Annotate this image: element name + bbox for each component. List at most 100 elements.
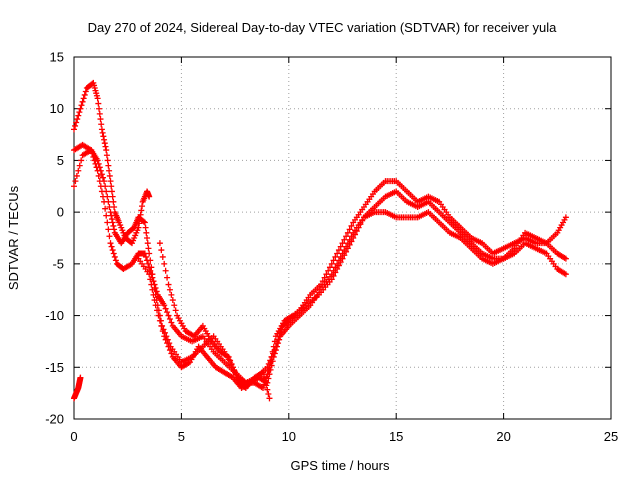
data-point bbox=[337, 243, 344, 250]
data-point bbox=[339, 240, 346, 247]
data-point bbox=[102, 143, 109, 150]
data-point bbox=[164, 340, 171, 347]
data-point bbox=[144, 257, 151, 264]
data-point bbox=[168, 350, 175, 357]
data-point bbox=[275, 340, 282, 347]
data-point bbox=[108, 183, 115, 190]
data-point bbox=[101, 136, 108, 143]
data-point bbox=[343, 248, 350, 255]
data-point bbox=[171, 302, 178, 309]
data-point bbox=[105, 226, 112, 233]
data-point bbox=[229, 364, 236, 371]
data-point bbox=[265, 391, 272, 398]
data-point bbox=[231, 367, 238, 374]
data-point bbox=[276, 336, 283, 343]
data-point bbox=[141, 219, 148, 226]
y-axis-label: SDTVAR / TECUs bbox=[6, 185, 21, 290]
data-point bbox=[262, 378, 269, 385]
data-point bbox=[264, 371, 271, 378]
data-point bbox=[105, 162, 112, 169]
data-point bbox=[94, 167, 101, 174]
data-point bbox=[350, 235, 357, 241]
data-point bbox=[144, 240, 151, 247]
data-point bbox=[227, 357, 234, 364]
data-point bbox=[168, 291, 175, 298]
data-point bbox=[168, 319, 175, 326]
data-point bbox=[332, 269, 339, 276]
data-point bbox=[141, 250, 148, 257]
y-tick-label: -15 bbox=[45, 360, 64, 375]
x-tick-label: 5 bbox=[178, 429, 185, 444]
data-point bbox=[153, 288, 160, 295]
data-point bbox=[166, 286, 173, 293]
data-point bbox=[270, 343, 277, 350]
data-point bbox=[261, 381, 268, 388]
data-point bbox=[96, 110, 103, 117]
data-point bbox=[107, 209, 114, 216]
data-point bbox=[150, 278, 157, 285]
data-point bbox=[334, 266, 341, 273]
data-point bbox=[96, 178, 103, 185]
data-point bbox=[76, 162, 83, 169]
data-point bbox=[94, 95, 101, 102]
data-point bbox=[562, 214, 569, 221]
data-point bbox=[321, 274, 328, 281]
data-point bbox=[155, 312, 162, 319]
data-point bbox=[326, 264, 333, 271]
data-point bbox=[335, 247, 342, 254]
data-point bbox=[88, 147, 95, 154]
y-tick-label: 0 bbox=[57, 205, 64, 220]
data-point bbox=[98, 171, 105, 178]
data-point bbox=[267, 359, 274, 366]
data-point bbox=[102, 205, 109, 212]
data-point bbox=[341, 252, 348, 259]
data-point bbox=[151, 297, 158, 304]
y-tick-label: -5 bbox=[52, 256, 64, 271]
data-point bbox=[562, 255, 569, 262]
series-track-a bbox=[71, 79, 153, 247]
series-track-f bbox=[71, 374, 84, 402]
data-point bbox=[103, 147, 110, 154]
data-point bbox=[71, 126, 77, 133]
data-point bbox=[147, 267, 154, 274]
data-point bbox=[165, 281, 172, 288]
data-point bbox=[164, 274, 171, 281]
data-point bbox=[260, 384, 267, 391]
data-point bbox=[166, 347, 173, 354]
data-point bbox=[165, 312, 172, 319]
data-point bbox=[150, 291, 157, 298]
data-point bbox=[101, 140, 108, 147]
data-point bbox=[79, 98, 86, 105]
x-tick-label: 20 bbox=[496, 429, 510, 444]
data-point bbox=[166, 316, 173, 323]
data-point bbox=[91, 157, 98, 164]
data-point bbox=[80, 95, 87, 102]
data-point bbox=[145, 260, 152, 267]
y-tick-label: 10 bbox=[50, 101, 64, 116]
data-point bbox=[159, 328, 166, 335]
data-point bbox=[357, 221, 364, 228]
data-point bbox=[146, 193, 153, 200]
data-point bbox=[346, 226, 353, 233]
data-point bbox=[92, 160, 99, 167]
data-point bbox=[110, 198, 117, 205]
data-point bbox=[103, 212, 110, 219]
data-point bbox=[99, 174, 106, 181]
data-point bbox=[169, 297, 176, 304]
data-point bbox=[77, 105, 84, 112]
data-point bbox=[72, 178, 79, 185]
data-point bbox=[72, 122, 79, 129]
data-point bbox=[149, 286, 156, 293]
data-point bbox=[359, 217, 366, 224]
data-point bbox=[330, 257, 337, 264]
data-point bbox=[139, 203, 146, 210]
data-point bbox=[108, 216, 115, 223]
data-point bbox=[225, 353, 232, 360]
data-point bbox=[228, 360, 235, 367]
data-point bbox=[81, 91, 88, 98]
data-point bbox=[172, 307, 179, 314]
data-point bbox=[112, 257, 119, 264]
data-point bbox=[71, 183, 77, 190]
data-point bbox=[271, 338, 278, 345]
data-point bbox=[264, 386, 271, 393]
